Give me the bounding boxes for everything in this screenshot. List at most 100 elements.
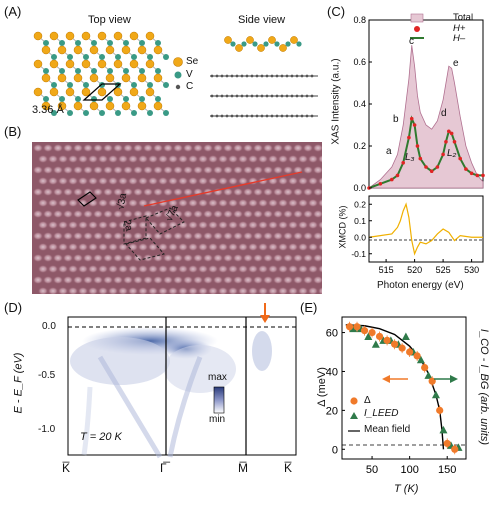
stm-spot: [58, 243, 68, 251]
stm-spot: [303, 232, 313, 240]
series-h-plus-point: [415, 144, 420, 148]
xmcd-frame: [368, 195, 484, 263]
se-atom: [89, 101, 99, 111]
arpes-ytick-2: -1.0: [38, 424, 56, 435]
stm-spot: [153, 144, 163, 152]
arpes-xtick-k2: K̅: [284, 461, 293, 475]
stm-spot: [258, 287, 268, 294]
stm-spot: [233, 210, 243, 218]
se-atom: [257, 44, 265, 52]
v-atom: [43, 96, 49, 102]
stm-spot: [88, 265, 98, 273]
stm-spot: [93, 276, 103, 284]
stm-spot: [128, 265, 138, 273]
series-h-plus-point: [441, 152, 445, 157]
stm-spot: [38, 287, 48, 294]
se-atom: [81, 87, 91, 97]
se-atom: [57, 101, 67, 111]
stm-spot: [243, 254, 253, 262]
v-atom: [67, 54, 73, 60]
stm-spot: [248, 199, 258, 207]
stm-spot: [118, 243, 128, 251]
se-atom: [41, 101, 51, 111]
se-atom: [153, 73, 163, 83]
stm-spot: [198, 287, 208, 294]
stm-spot: [293, 232, 303, 240]
xmcd-ytick-label: 0.1: [354, 216, 366, 226]
c-atom: [305, 114, 309, 118]
se-atom: [105, 73, 115, 83]
stm-spot: [288, 221, 298, 229]
stm-spot: [58, 177, 68, 185]
legend-total: Total: [453, 12, 474, 23]
stm-image: [32, 142, 322, 294]
series-xmcd-line: [368, 202, 483, 256]
stm-spot: [163, 166, 173, 174]
stm-spot: [263, 188, 273, 196]
series-delta-point: [443, 439, 451, 448]
se-atom: [145, 87, 155, 97]
series-delta-point: [345, 323, 354, 331]
c-atom: [225, 74, 229, 78]
stm-spot: [53, 144, 63, 152]
se-atom: [137, 45, 147, 55]
stm-spot: [78, 265, 88, 273]
c-atom: [305, 74, 309, 78]
stm-spot: [48, 155, 58, 163]
stm-spot: [293, 254, 303, 262]
stm-spot: [103, 210, 113, 218]
v-atom: [147, 110, 153, 116]
stm-spot: [208, 155, 218, 163]
stm-spot: [213, 276, 223, 284]
stm-spot: [43, 188, 53, 196]
stm-spot: [113, 232, 123, 240]
colorbar-max: max: [208, 372, 227, 383]
v-atom: [252, 41, 258, 47]
arpes-xtick-k1: K̅: [62, 461, 71, 475]
stm-spot: [148, 287, 158, 294]
stm-spot: [33, 232, 43, 240]
stm-spot: [183, 210, 193, 218]
stm-spot: [103, 232, 113, 240]
stm-spot: [103, 254, 113, 262]
stm-spot: [83, 166, 93, 174]
stm-spot: [278, 177, 288, 185]
series-h-plus-point: [481, 173, 485, 178]
stm-spot: [223, 144, 233, 152]
stm-spot: [58, 199, 68, 207]
stm-spot: [308, 265, 318, 273]
xas-ytick-label: 0.2: [353, 141, 366, 151]
se-atom: [153, 101, 163, 111]
stm-spot: [268, 287, 278, 294]
gap-frame: [341, 316, 467, 460]
stm-spot: [158, 177, 168, 185]
stm-spot: [33, 166, 43, 174]
stm-spot: [63, 254, 73, 262]
c-atom: [260, 114, 264, 118]
stm-spot: [243, 232, 253, 240]
stm-spot: [238, 265, 248, 273]
stm-spot: [118, 155, 128, 163]
stm-spot: [138, 265, 148, 273]
stm-spot: [288, 265, 298, 273]
c-atom: [215, 114, 219, 118]
series-h-plus-point: [447, 129, 451, 134]
stm-spot: [268, 221, 278, 229]
stm-spot: [133, 144, 143, 152]
v-atom: [91, 40, 97, 46]
series-h-plus-point: [390, 177, 394, 182]
stm-spot: [103, 144, 113, 152]
stm-spot: [118, 177, 128, 185]
panel-a: Top view Side view Se V C 3.36 Å: [0, 0, 325, 122]
stm-spot: [278, 265, 288, 273]
series-h-plus-point: [449, 131, 454, 136]
stm-spot: [203, 232, 213, 240]
stm-spot: [83, 232, 93, 240]
stm-spot: [278, 287, 288, 294]
stm-spot: [253, 276, 263, 284]
stm-spot: [218, 155, 228, 163]
series-delta-point: [375, 332, 384, 341]
c-atom: [255, 94, 259, 98]
stm-spot: [253, 144, 263, 152]
c-atom: [280, 114, 284, 118]
